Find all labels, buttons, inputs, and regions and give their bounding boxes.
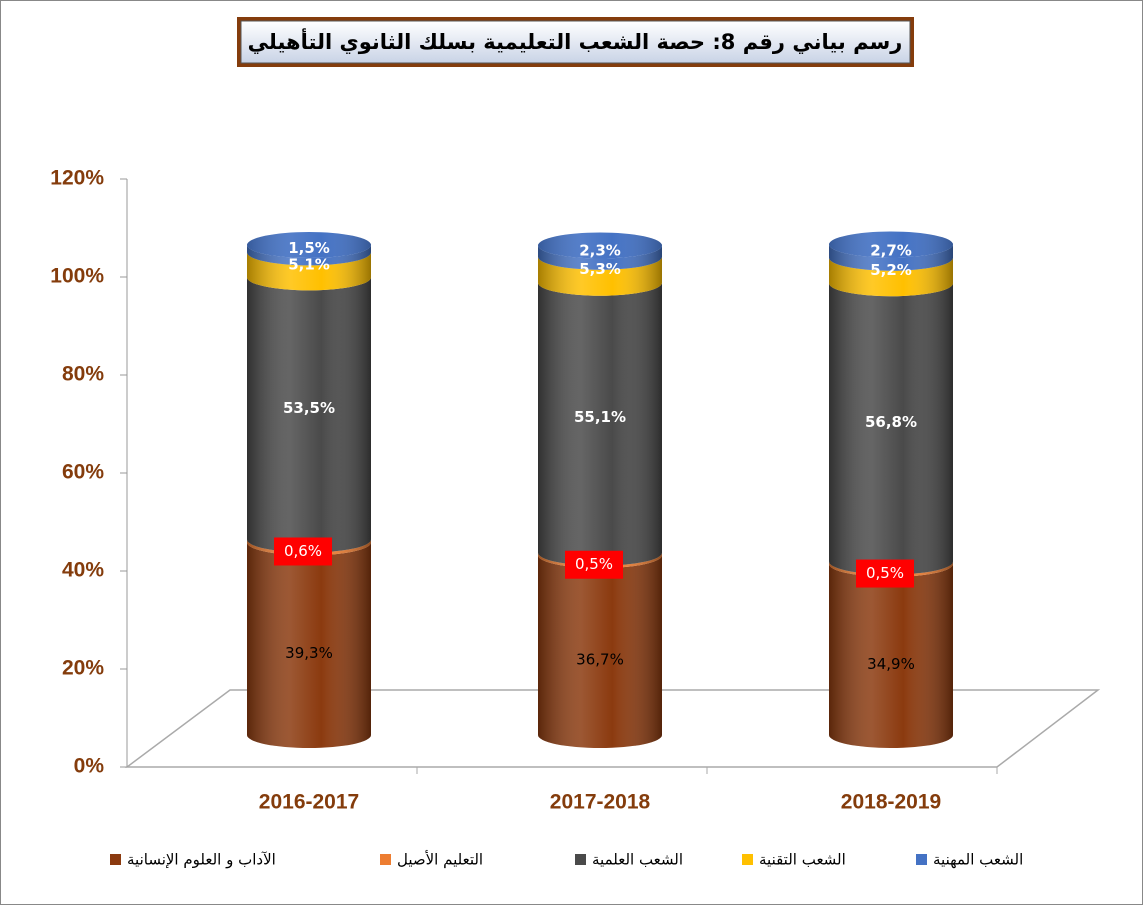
data-label: 0,5% [575, 555, 613, 573]
data-label: 2,3% [579, 242, 621, 260]
y-tick-label: 100% [50, 265, 104, 288]
label-box [565, 550, 623, 579]
bar-shading [829, 244, 953, 271]
bar-shading [247, 542, 371, 748]
bar-top-shading [538, 232, 662, 259]
bar-shading [247, 252, 371, 291]
bar-shading [247, 277, 371, 553]
legend-label: التعليم الأصيل [397, 850, 483, 869]
x-tick-label: 2018-2019 [841, 791, 941, 814]
data-label: 56,8% [865, 413, 917, 431]
bar-shading [538, 555, 662, 748]
legend-swatch [380, 854, 391, 865]
bar-shading [829, 563, 953, 748]
data-label: 0,5% [866, 564, 904, 582]
y-tick-label: 120% [50, 167, 104, 190]
legend-label: الشعب التقنية [759, 851, 846, 869]
bar-shading [538, 282, 662, 566]
y-tick-label: 40% [62, 559, 104, 582]
bar-shading [829, 283, 953, 575]
legend-label: الشعب العلمية [592, 851, 683, 869]
legend-swatch [110, 854, 121, 865]
data-label: 1,5% [288, 239, 330, 257]
title-box [240, 20, 911, 64]
y-tick-label: 60% [62, 461, 104, 484]
data-label: 5,3% [579, 260, 621, 278]
data-label: 36,7% [576, 651, 624, 669]
chart-title: رسم بياني رقم 8: حصة الشعب التعليمية بسل… [248, 27, 903, 55]
data-label: 0,6% [284, 542, 322, 560]
x-tick-label: 2017-2018 [550, 791, 651, 814]
data-label: 5,2% [870, 261, 912, 279]
data-label: 5,1% [288, 255, 330, 273]
bar-shading [538, 256, 662, 296]
y-tick-label: 0% [74, 755, 105, 778]
label-box [856, 559, 914, 588]
legend-swatch [742, 854, 753, 865]
bar-shading [538, 245, 662, 270]
x-tick-label: 2016-2017 [259, 791, 359, 814]
legend-label: الآداب و العلوم الإنسانية [127, 851, 276, 869]
bar-top-shading [829, 231, 953, 258]
label-box [274, 537, 332, 566]
y-tick-label: 80% [62, 363, 104, 386]
bar-top-shading [247, 232, 371, 258]
data-label: 2,7% [870, 242, 912, 260]
legend-label: الشعب المهنية [933, 851, 1023, 869]
legend-swatch [575, 854, 586, 865]
data-label: 55,1% [574, 408, 626, 426]
bar-shading [247, 245, 371, 266]
data-label: 39,3% [285, 644, 333, 662]
data-label: 34,9% [867, 655, 915, 673]
legend-swatch [916, 854, 927, 865]
y-tick-label: 20% [62, 657, 104, 680]
data-label: 53,5% [283, 399, 335, 417]
bar-shading [829, 257, 953, 297]
